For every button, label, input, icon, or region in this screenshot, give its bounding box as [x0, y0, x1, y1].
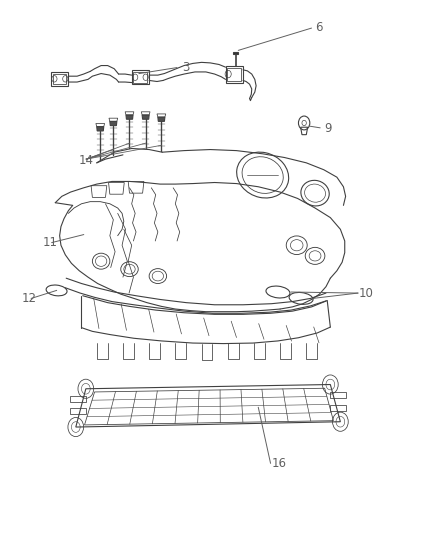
- Polygon shape: [142, 115, 149, 119]
- Polygon shape: [97, 127, 104, 131]
- Text: 12: 12: [21, 292, 37, 305]
- Text: 6: 6: [315, 21, 322, 34]
- Text: 10: 10: [359, 287, 374, 300]
- Text: 9: 9: [324, 122, 331, 135]
- Polygon shape: [158, 117, 165, 122]
- Text: 11: 11: [42, 236, 57, 249]
- Text: 3: 3: [182, 61, 189, 74]
- Text: 16: 16: [272, 457, 286, 470]
- Text: 14: 14: [78, 154, 93, 167]
- Polygon shape: [233, 52, 238, 54]
- Polygon shape: [126, 115, 133, 119]
- Polygon shape: [110, 122, 117, 126]
